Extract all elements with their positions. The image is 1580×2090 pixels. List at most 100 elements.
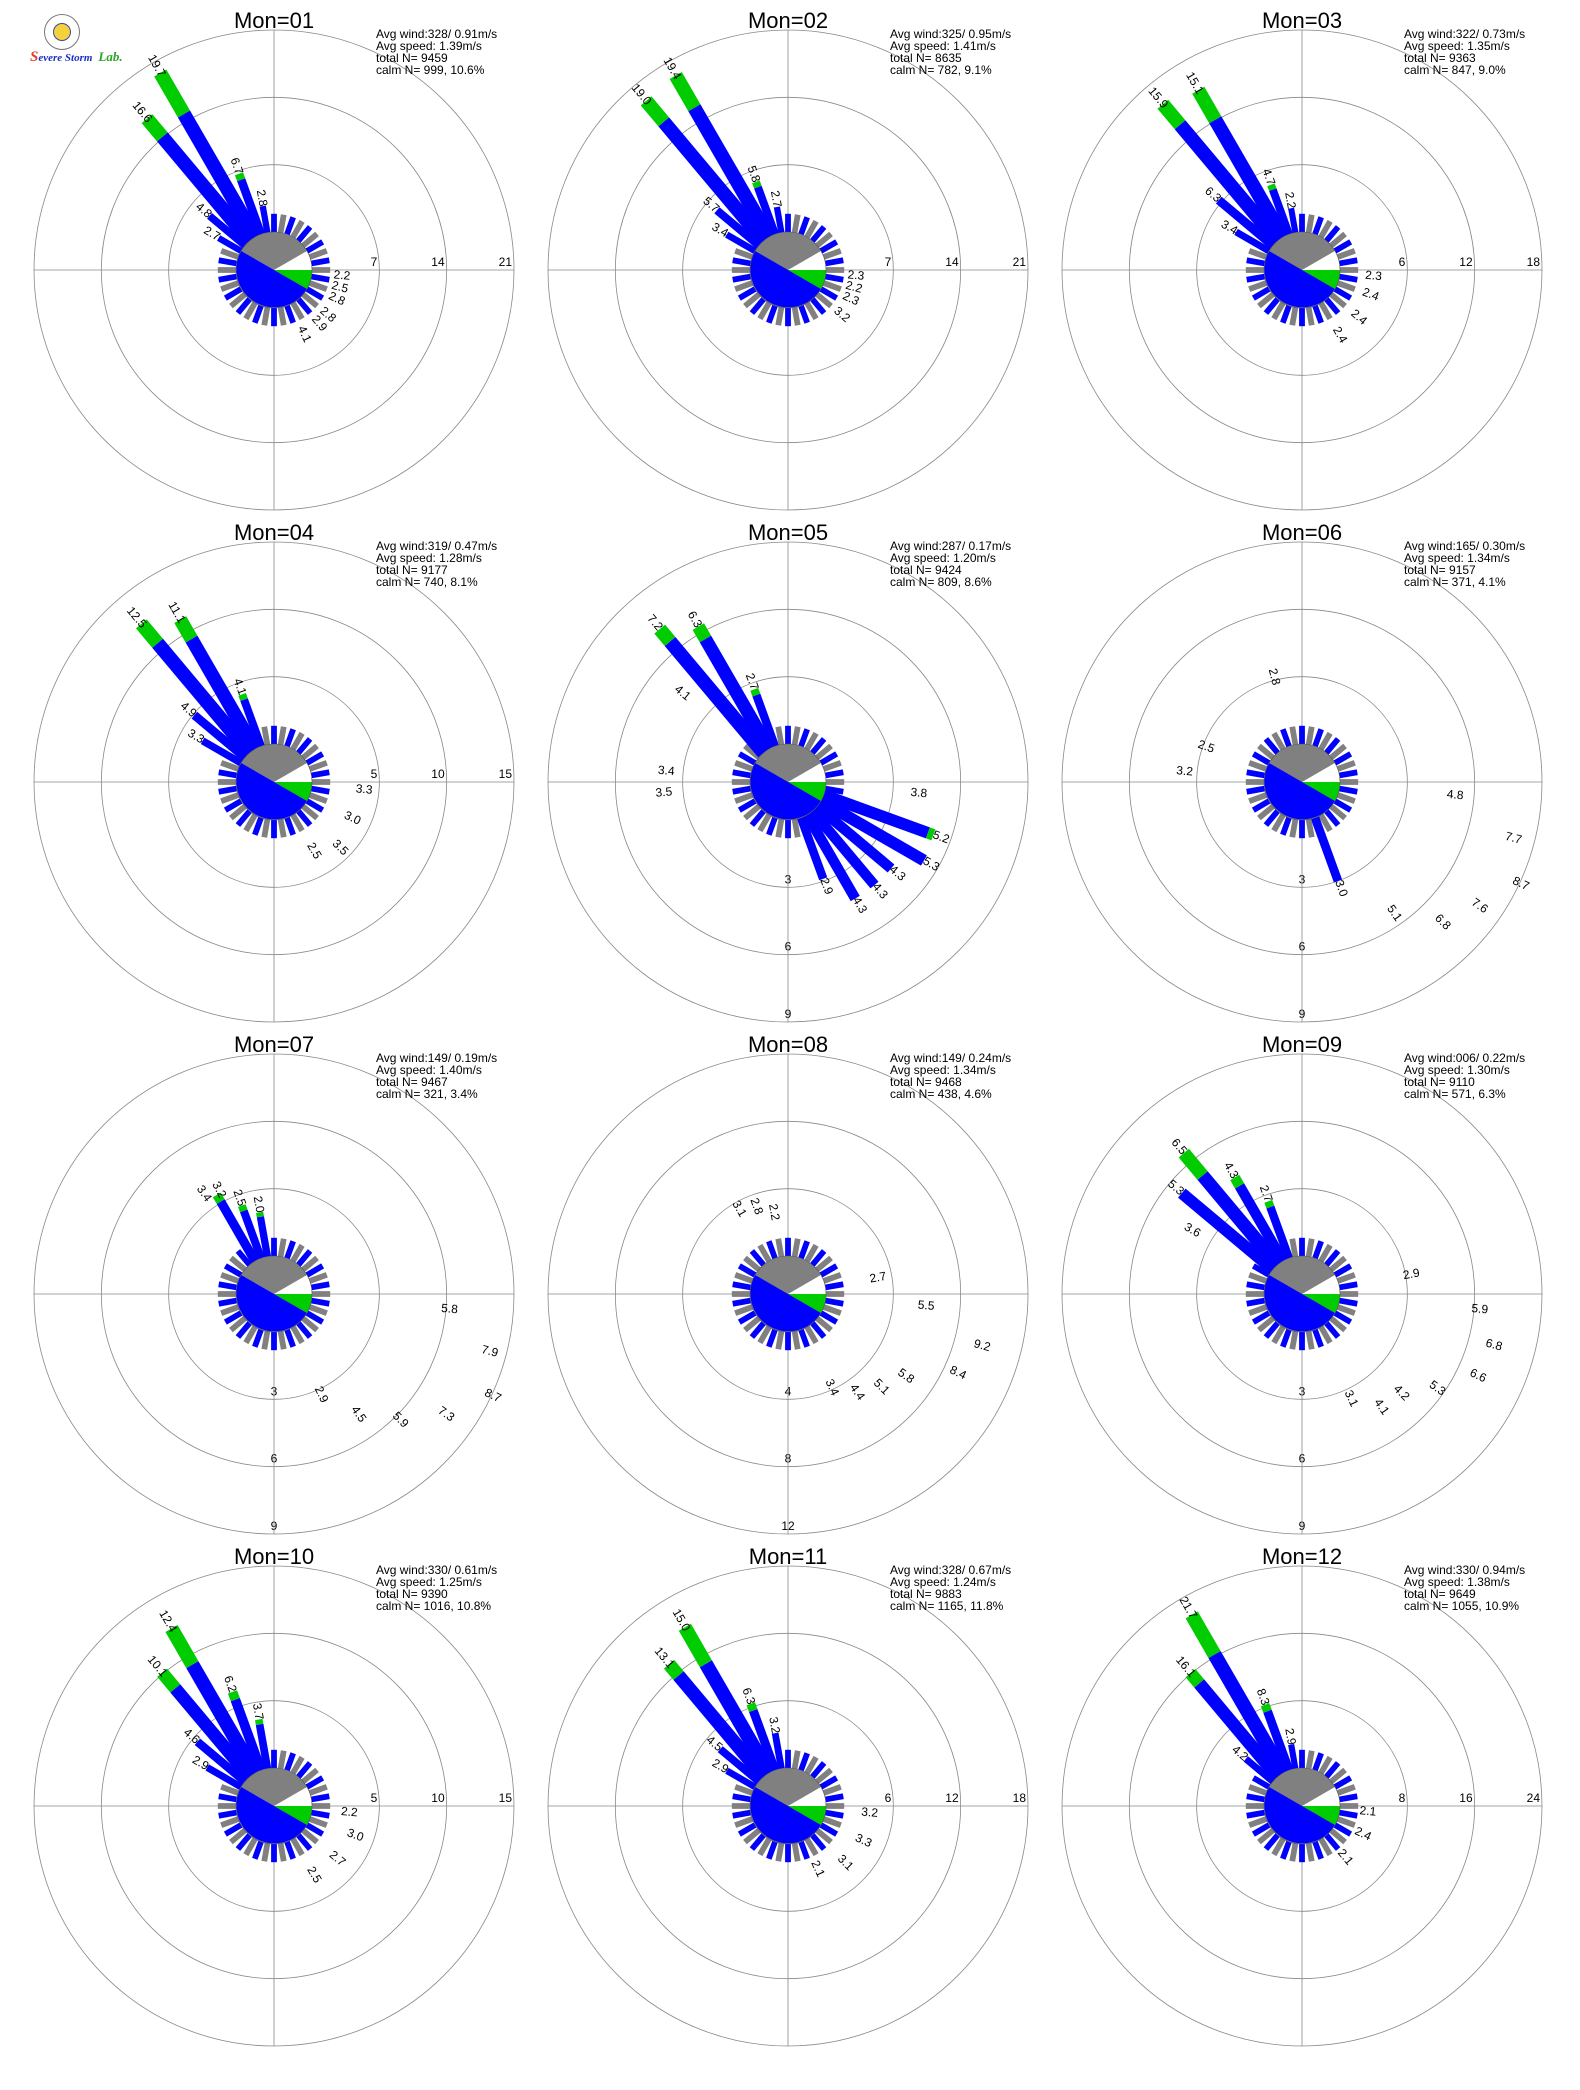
wind-bar <box>284 728 296 748</box>
stats-avg-wind: Avg wind:330/ 0.94m/s <box>1404 1563 1525 1577</box>
wind-bar <box>243 1837 258 1857</box>
stats-calm: calm N= 999, 10.6% <box>376 63 485 77</box>
wind-bar <box>1333 239 1353 254</box>
wind-bar <box>732 273 752 283</box>
wind-bar <box>688 104 776 241</box>
wind-bar <box>791 1842 801 1862</box>
stats-calm: calm N= 847, 9.0% <box>1404 63 1506 77</box>
wind-bar <box>743 804 761 821</box>
wind-bar <box>798 728 810 748</box>
wind-bar <box>1305 1330 1315 1350</box>
wind-bar <box>826 267 845 273</box>
wind-rose-panel: Mon=08 4 8 12 5.5 9.2 8.4 5.8 5.1 4.4 3.4 2.7 3.1 2.8… <box>528 1032 1048 1552</box>
bar-value-label: 5.3 <box>1427 1377 1449 1398</box>
stats-total: total N= 9110 <box>1404 1075 1475 1089</box>
ring-tick-label: 7 <box>371 255 378 269</box>
wind-bar <box>822 248 842 260</box>
wind-bar <box>1324 1249 1341 1267</box>
hub-calm-wedge <box>1302 1275 1340 1294</box>
wind-rose-svg: Mon=128 16 2421.716.18.32.94.22.12.42.1Avg… <box>1061 1544 1543 2047</box>
wind-bar <box>785 820 791 839</box>
wind-bar <box>743 743 761 760</box>
wind-bar <box>1248 1304 1268 1316</box>
ring-tick-label: 6 <box>1399 255 1406 269</box>
wind-bar-high <box>227 1690 240 1702</box>
wind-bar <box>230 1698 266 1772</box>
wind-bar-high <box>1230 1174 1245 1189</box>
wind-bar <box>1312 304 1324 324</box>
stats-avg-speed: Avg speed: 1.39m/s <box>376 39 482 53</box>
wind-bar <box>284 304 296 324</box>
wind-bar <box>1336 248 1356 260</box>
wind-bar <box>157 132 255 246</box>
wind-bar <box>207 213 248 249</box>
bar-value-label: 4.2 <box>1391 1382 1413 1404</box>
bar-value-label: 2.3 <box>1365 268 1383 283</box>
wind-bar <box>734 1304 754 1316</box>
wind-bar-high <box>154 69 190 118</box>
wind-bar <box>743 1255 761 1272</box>
stats-avg-speed: Avg speed: 1.40m/s <box>376 1063 482 1077</box>
wind-bar <box>1312 1328 1324 1348</box>
wind-rose-panel: Mon=11 6 12 18 15.0 13.1 6.3 3.2 4.5 2.9 3.2 3.3 3.1… <box>528 1544 1048 2064</box>
wind-bar-high <box>750 687 761 697</box>
wind-bar <box>243 813 258 833</box>
wind-bar <box>1318 813 1333 833</box>
wind-bar <box>717 1746 762 1785</box>
wind-bar <box>819 286 839 301</box>
stats-avg-wind: Avg wind:325/ 0.95m/s <box>890 27 1011 41</box>
wind-bar <box>798 1840 810 1860</box>
panel-title: Mon=07 <box>234 1032 314 1057</box>
wind-bar <box>1324 737 1341 755</box>
wind-bar <box>1312 1752 1324 1772</box>
hub-high-wedge <box>1302 1806 1340 1825</box>
wind-bar <box>804 1755 819 1775</box>
wind-bar <box>1289 306 1299 326</box>
wind-bar <box>1312 1240 1324 1260</box>
wind-bar <box>305 798 325 813</box>
hub-low-wedge <box>750 251 821 308</box>
wind-bar <box>1338 1281 1358 1291</box>
wind-bar <box>1305 306 1315 326</box>
wind-bar <box>1299 725 1305 744</box>
wind-bar <box>296 1761 313 1779</box>
bar-value-label: 5.5 <box>917 1298 935 1313</box>
wind-bar-high <box>1178 1148 1208 1180</box>
wind-bar-high <box>1185 1611 1221 1658</box>
stats-avg-speed: Avg speed: 1.38m/s <box>1404 1575 1510 1589</box>
wind-bar <box>1271 731 1286 751</box>
wind-bar <box>217 779 236 785</box>
wind-bar-high <box>1185 1669 1205 1688</box>
bar-value-label: 5.1 <box>871 1376 893 1398</box>
wind-bar <box>1333 751 1353 766</box>
wind-bar <box>1289 1330 1299 1350</box>
stats-total: total N= 9467 <box>376 1075 448 1089</box>
wind-rose-svg: Mon=105 10 1512.410.16.23.74.62.92.23.02.7… <box>33 1544 515 2047</box>
wind-bar <box>243 301 258 321</box>
bar-value-label: 5.2 <box>931 827 952 846</box>
wind-bar <box>757 1837 772 1857</box>
hub-high-wedge <box>274 1806 312 1825</box>
wind-bar <box>1333 286 1353 301</box>
wind-bar <box>1271 1837 1286 1857</box>
bar-value-label: 3.1 <box>835 1852 857 1874</box>
wind-bar <box>296 297 313 315</box>
bar-value-label: 2.3 <box>840 289 861 309</box>
wind-bar <box>1305 726 1315 746</box>
bar-value-label: 2.8 <box>326 289 347 309</box>
wind-bar-high <box>1267 183 1277 191</box>
wind-bar <box>1245 1803 1264 1809</box>
wind-bar <box>1209 116 1290 241</box>
wind-bar <box>1318 1837 1333 1857</box>
wind-bar <box>1263 297 1280 315</box>
hub-outline <box>749 743 827 821</box>
wind-bar <box>277 1750 287 1770</box>
bar-value-label: 2.7 <box>768 190 785 209</box>
wind-bar <box>749 1709 780 1772</box>
ring-tick-label: 12 <box>1459 255 1473 269</box>
wind-bar <box>1310 816 1343 883</box>
stats-avg-speed: Avg speed: 1.34m/s <box>890 1063 996 1077</box>
wind-bar <box>205 1764 243 1790</box>
bar-value-label: 2.5 <box>230 1187 249 1208</box>
